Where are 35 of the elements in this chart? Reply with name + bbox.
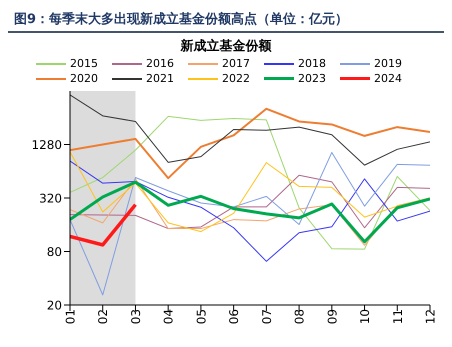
x-tick-label: 10 — [358, 309, 372, 324]
x-tick-label: 05 — [194, 309, 208, 324]
line-series — [70, 94, 430, 166]
x-tick-label: 09 — [325, 309, 340, 324]
line-series — [70, 116, 430, 250]
x-tick-label: 04 — [162, 309, 176, 324]
x-tick-label: 08 — [292, 309, 307, 324]
x-tick-label: 12 — [424, 309, 438, 324]
legend-label: 2024 — [374, 72, 402, 85]
y-tick-label: 20 — [46, 298, 62, 312]
legend-label: 2016 — [146, 57, 174, 70]
x-tick-label: 07 — [260, 309, 274, 324]
x-tick-label: 01 — [64, 309, 78, 324]
x-tick-label: 02 — [96, 309, 110, 324]
line-series — [70, 160, 430, 262]
y-tick-label: 1280 — [31, 138, 62, 152]
line-series — [70, 151, 430, 232]
chart-subtitle: 新成立基金份额 — [180, 38, 272, 55]
y-tick-label: 320 — [39, 191, 62, 206]
legend-label: 2022 — [222, 72, 250, 85]
line-series — [70, 174, 430, 230]
legend-label: 2017 — [222, 57, 250, 70]
line-series — [70, 152, 430, 296]
legend-label: 2023 — [298, 72, 326, 85]
y-tick-label: 80 — [46, 244, 62, 259]
x-tick-label: 11 — [390, 309, 405, 324]
line-series — [70, 108, 430, 180]
legend-label: 2015 — [70, 57, 98, 70]
x-tick-label: 03 — [128, 309, 143, 324]
chart-title: 图9：每季末大多出现新成立基金份额高点（单位：亿元） — [8, 8, 444, 33]
legend-label: 2020 — [70, 72, 98, 85]
legend-label: 2021 — [146, 72, 174, 85]
x-tick-label: 06 — [227, 309, 242, 324]
legend-label: 2018 — [298, 57, 326, 70]
legend-label: 2019 — [374, 57, 402, 70]
